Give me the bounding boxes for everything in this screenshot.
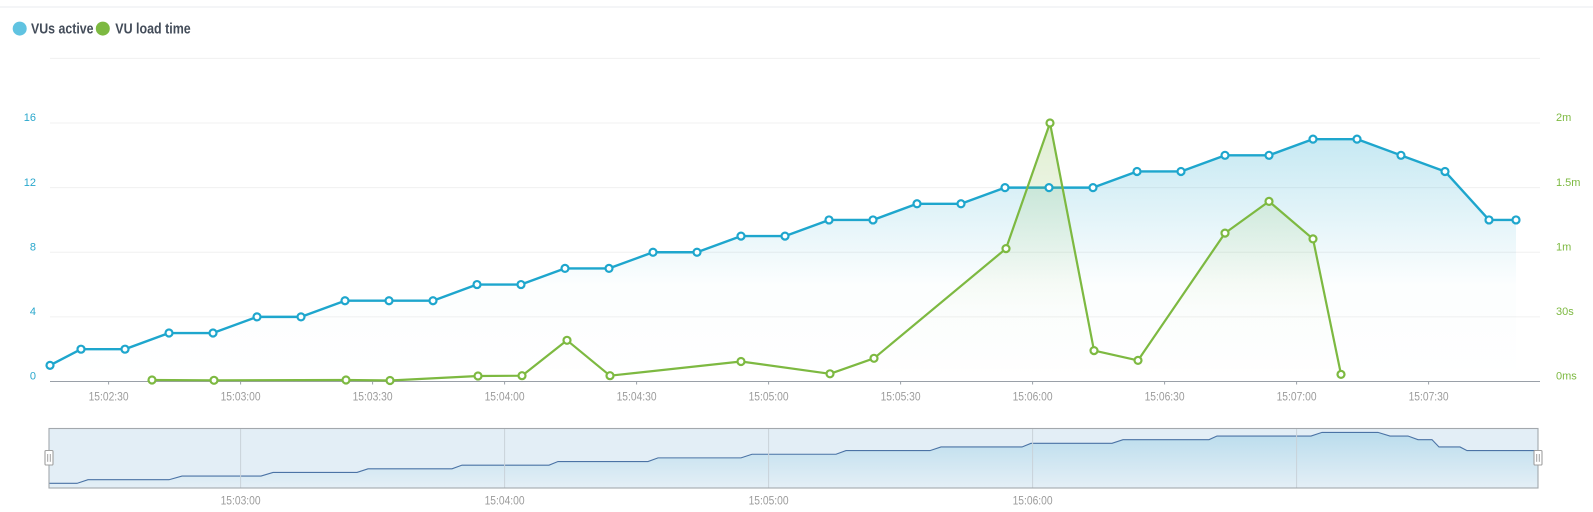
svg-text:15:04:30: 15:04:30 bbox=[617, 391, 657, 403]
svg-text:30s: 30s bbox=[1556, 306, 1574, 318]
svg-text:15:06:30: 15:06:30 bbox=[1145, 391, 1185, 403]
svg-text:1m: 1m bbox=[1556, 241, 1571, 253]
svg-text:15:07:00: 15:07:00 bbox=[1277, 391, 1317, 403]
svg-text:15:07:30: 15:07:30 bbox=[1409, 391, 1449, 403]
svg-text:16: 16 bbox=[24, 112, 36, 124]
svg-text:15:06:00: 15:06:00 bbox=[1013, 495, 1053, 507]
svg-text:15:04:00: 15:04:00 bbox=[485, 391, 525, 403]
svg-text:15:02:30: 15:02:30 bbox=[89, 391, 129, 403]
svg-text:VU load time: VU load time bbox=[115, 22, 190, 38]
svg-text:12: 12 bbox=[24, 177, 36, 189]
svg-text:VUs active: VUs active bbox=[31, 22, 94, 38]
svg-text:15:04:00: 15:04:00 bbox=[485, 495, 525, 507]
svg-text:15:05:00: 15:05:00 bbox=[749, 391, 789, 403]
svg-text:4: 4 bbox=[30, 306, 36, 318]
svg-text:1.5m: 1.5m bbox=[1556, 177, 1580, 189]
svg-text:15:03:30: 15:03:30 bbox=[353, 391, 393, 403]
svg-text:8: 8 bbox=[30, 241, 36, 253]
svg-text:2m: 2m bbox=[1556, 112, 1571, 124]
svg-text:0: 0 bbox=[30, 371, 36, 383]
svg-text:0ms: 0ms bbox=[1556, 371, 1577, 383]
svg-text:15:03:00: 15:03:00 bbox=[221, 391, 261, 403]
svg-text:15:05:30: 15:05:30 bbox=[881, 391, 921, 403]
svg-text:15:03:00: 15:03:00 bbox=[221, 495, 261, 507]
svg-text:15:06:00: 15:06:00 bbox=[1013, 391, 1053, 403]
svg-text:15:05:00: 15:05:00 bbox=[749, 495, 789, 507]
